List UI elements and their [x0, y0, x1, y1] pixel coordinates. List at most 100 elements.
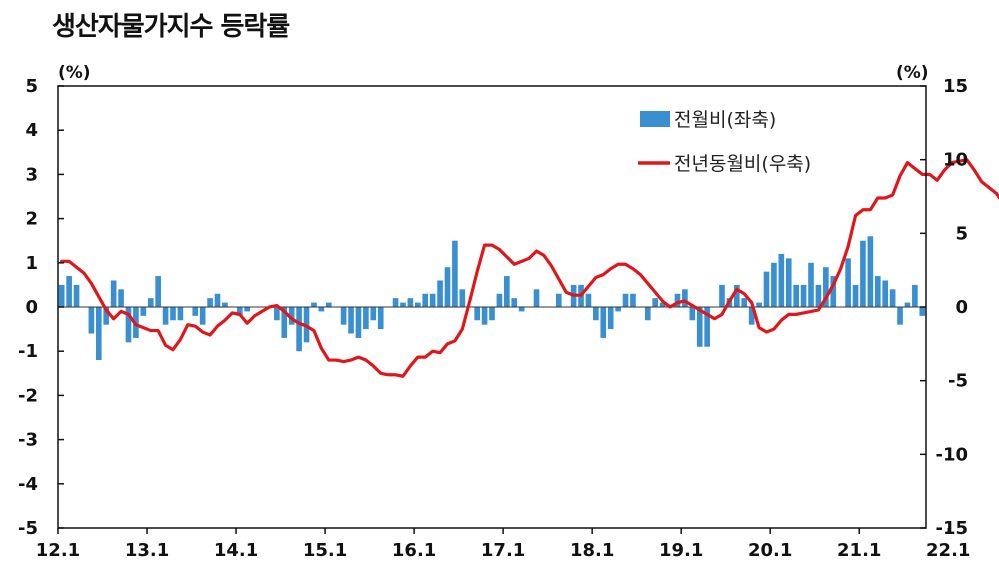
bar-46	[400, 302, 406, 307]
bar-41	[363, 307, 369, 330]
bar-99	[793, 284, 799, 307]
bar-71	[585, 293, 592, 307]
bar-8	[118, 289, 124, 307]
line-series	[60, 158, 999, 378]
bar-11	[140, 307, 147, 316]
left-unit-label: (%)	[58, 63, 91, 83]
right-unit-label: (%)	[896, 63, 929, 83]
bar-107	[852, 284, 859, 307]
bar-30	[281, 307, 288, 338]
bar-31	[288, 307, 295, 325]
bar-76	[622, 293, 629, 307]
left-tick-label-7: -2	[18, 385, 38, 406]
left-tick-label-4: 1	[25, 253, 38, 274]
left-tick-label-3: 2	[25, 209, 38, 230]
bar-116	[919, 307, 926, 316]
bar-112	[889, 289, 896, 307]
left-tick-label-6: -1	[18, 341, 38, 362]
bar-6	[103, 307, 110, 325]
bar-93	[748, 307, 755, 325]
left-tick-label-5: 0	[25, 297, 38, 318]
left-tick-label-9: -4	[18, 474, 38, 495]
bar-103	[823, 267, 829, 307]
bar-13	[155, 276, 161, 307]
bar-16	[177, 307, 184, 321]
bar-42	[370, 307, 377, 321]
bar-47	[407, 298, 414, 307]
bar-1	[66, 276, 72, 307]
right-tick-label-2: 5	[955, 223, 968, 244]
bar-49	[422, 293, 429, 307]
x-tick-label-1: 13.1	[125, 540, 169, 561]
x-axis: 12.1 13.1 14.1 15.1 16.1 17.1 18.1 19.1 20.1 21.1…	[36, 528, 970, 561]
x-tick-label-3: 15.1	[303, 540, 347, 561]
bar-21	[214, 293, 221, 307]
bar-62	[518, 307, 525, 312]
bar-57	[481, 307, 488, 325]
bar-86	[696, 307, 703, 347]
x-tick-label-2: 14.1	[214, 540, 258, 561]
bar-32	[296, 307, 302, 352]
bar-91	[734, 284, 740, 307]
x-tick-label-10: 22.1	[926, 540, 970, 561]
right-axis: 15 10 5 0 -5 -10 -15	[920, 76, 968, 539]
x-tick-label-9: 21.1	[837, 540, 881, 561]
bar-104	[830, 276, 837, 307]
bar-110	[874, 276, 881, 307]
bar-0	[58, 284, 65, 307]
bar-18	[192, 307, 199, 316]
bar-95	[763, 271, 770, 307]
bar-81	[659, 302, 666, 307]
bar-111	[882, 280, 889, 307]
bar-67	[555, 293, 562, 307]
x-tick-label-6: 18.1	[570, 540, 614, 561]
bar-58	[489, 307, 495, 321]
bar-115	[912, 284, 918, 307]
bar-40	[355, 307, 362, 338]
x-tick-label-5: 17.1	[481, 540, 525, 561]
right-tick-label-6: -15	[935, 518, 968, 539]
bar-106	[845, 258, 851, 307]
bar-59	[496, 293, 503, 307]
page-title: 생산자물가지수 등락률	[52, 12, 290, 42]
x-tick-label-7: 19.1	[659, 540, 703, 561]
bar-108	[860, 240, 866, 307]
bar-4	[88, 307, 95, 334]
x-tick-label-8: 20.1	[748, 540, 792, 561]
bar-56	[474, 307, 480, 321]
bar-87	[704, 307, 710, 347]
bar-29	[274, 307, 280, 321]
bar-53	[452, 240, 458, 307]
bar-24	[236, 307, 243, 316]
left-tick-label-1: 4	[25, 120, 38, 141]
line-path	[60, 158, 999, 378]
legend-bar-swatch	[640, 111, 670, 127]
bar-52	[444, 267, 451, 307]
bar-7	[110, 280, 117, 307]
legend-line-label: 전년동월비(우축)	[674, 153, 811, 175]
bar-101	[808, 262, 814, 307]
bar-77	[630, 293, 636, 307]
right-tick-label-3: 0	[955, 297, 968, 318]
bar-74	[607, 307, 614, 330]
bar-5	[95, 307, 102, 361]
bar-97	[778, 253, 785, 307]
bar-98	[785, 258, 792, 307]
x-tick-label-0: 12.1	[36, 540, 80, 561]
bar-61	[511, 298, 518, 307]
right-tick-label-5: -10	[935, 444, 968, 465]
bar-50	[429, 293, 436, 307]
bar-39	[348, 307, 354, 334]
bar-79	[644, 307, 651, 321]
left-tick-label-0: 5	[25, 76, 38, 97]
bar-83	[674, 293, 681, 307]
right-tick-label-0: 15	[943, 76, 968, 97]
bar-54	[459, 289, 466, 307]
bar-38	[340, 307, 347, 325]
bar-64	[533, 289, 540, 307]
bar-102	[815, 284, 822, 307]
bar-109	[867, 236, 874, 307]
bar-113	[897, 307, 903, 325]
bar-48	[414, 302, 421, 307]
